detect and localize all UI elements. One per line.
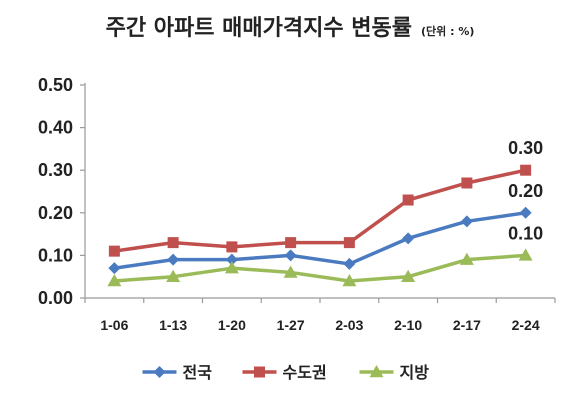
y-tick-label: 0.40 <box>38 118 73 138</box>
chart-title: 주간 아파트 매매가격지수 변동률 <box>105 16 412 41</box>
data-point-marker <box>461 177 473 189</box>
data-label: 0.20 <box>508 181 543 201</box>
data-point-marker <box>343 237 355 249</box>
x-axis: 1-06 1-13 1-20 1-27 2-03 2-10 2-17 2-24 <box>84 297 556 333</box>
x-tick-label: 2-03 <box>335 317 363 333</box>
data-point-marker <box>402 194 414 206</box>
data-point-marker <box>283 265 298 278</box>
data-point-marker <box>167 237 179 249</box>
x-tick-label: 2-17 <box>453 317 481 333</box>
data-point-marker <box>108 262 121 275</box>
data-label: 0.10 <box>508 223 543 243</box>
y-tick-label: 0.20 <box>38 203 73 223</box>
chart-title-row: 주간 아파트 매매가격지수 변동률 (단위 : %) <box>0 10 580 42</box>
series-2 <box>108 164 532 257</box>
y-tick-label: 0.00 <box>38 288 73 308</box>
data-point-marker <box>342 273 357 287</box>
chart-unit-label: (단위 : %) <box>421 25 475 38</box>
legend-marker <box>153 366 166 378</box>
data-point-marker <box>460 215 473 228</box>
data-point-marker <box>520 164 532 176</box>
legend-label: 지방 <box>400 363 430 382</box>
data-point-marker <box>343 257 356 270</box>
data-point-marker <box>225 253 238 266</box>
y-tick-label: 0.50 <box>38 75 73 95</box>
legend-label: 수도권 <box>283 363 327 382</box>
data-point-marker <box>108 245 120 257</box>
series-1 <box>108 206 532 275</box>
series-lines <box>107 164 533 287</box>
data-point-marker <box>284 249 297 262</box>
data-label: 0.30 <box>508 138 543 158</box>
x-tick-label: 1-27 <box>277 317 305 333</box>
data-point-marker <box>402 232 415 245</box>
data-point-marker <box>285 237 297 249</box>
data-point-marker <box>107 273 122 287</box>
legend: 전국 수도권 지방 <box>142 363 430 382</box>
series-line <box>114 253 526 283</box>
y-tick-label: 0.30 <box>38 160 73 180</box>
legend-item: 지방 <box>359 363 430 382</box>
y-tick-label: 0.10 <box>38 245 73 265</box>
data-point-marker <box>224 261 239 274</box>
data-point-marker <box>167 253 180 266</box>
data-point-marker <box>401 269 416 282</box>
legend-item: 수도권 <box>242 363 327 382</box>
x-tick-label: 1-13 <box>159 317 187 333</box>
series-3 <box>107 248 533 287</box>
x-tick-label: 2-10 <box>394 317 422 333</box>
x-tick-label: 1-06 <box>100 317 128 333</box>
legend-marker <box>369 365 384 378</box>
data-point-marker <box>459 252 474 265</box>
series-line <box>114 211 526 270</box>
series-line <box>114 168 526 253</box>
x-tick-label: 2-24 <box>512 317 540 333</box>
data-point-marker <box>518 248 533 261</box>
data-point-marker <box>226 241 238 253</box>
legend-label: 전국 <box>183 363 213 382</box>
y-axis: 0.00 0.10 0.20 0.30 0.40 0.50 <box>38 75 86 308</box>
x-tick-label: 1-20 <box>218 317 246 333</box>
legend-marker <box>254 366 265 378</box>
legend-item: 전국 <box>142 363 213 382</box>
data-labels: 0.20 0.30 0.10 <box>508 138 543 243</box>
data-point-marker <box>519 206 532 219</box>
data-point-marker <box>166 269 181 282</box>
